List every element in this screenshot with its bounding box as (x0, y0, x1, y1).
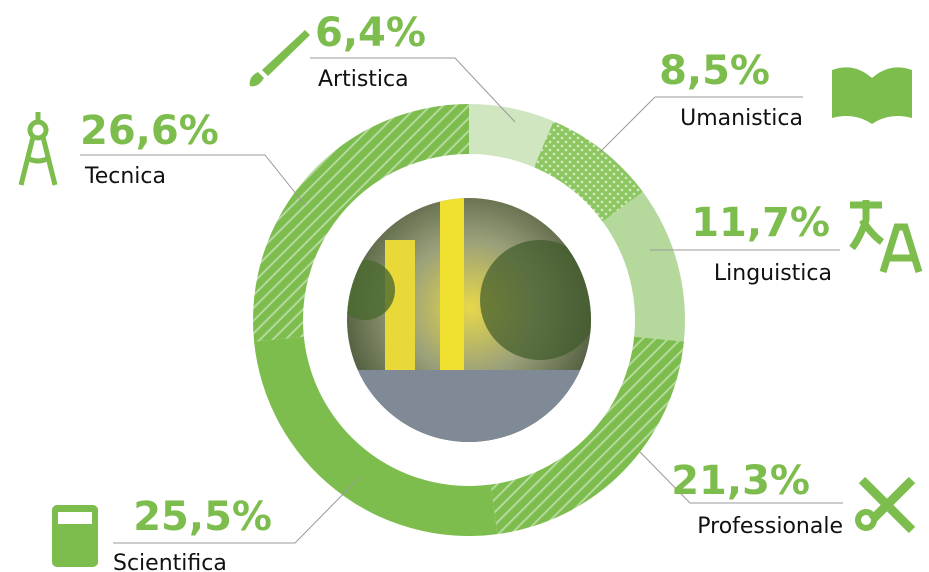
category-label: Tecnica (84, 164, 166, 189)
donut-segment (533, 121, 643, 222)
icons (18, 30, 923, 567)
category-label: Professionale (697, 514, 843, 539)
donut-segment (469, 104, 554, 168)
donut-segment (254, 336, 498, 536)
leader-line (639, 451, 843, 504)
category-label: Artistica (318, 67, 409, 92)
center-photo (347, 198, 591, 442)
value-label: 25,5% (133, 494, 272, 540)
value-label: 8,5% (659, 48, 770, 94)
value-label: 21,3% (671, 458, 810, 504)
category-label: Linguistica (714, 261, 832, 286)
donut-segment (252, 104, 469, 342)
value-label: 6,4% (315, 10, 426, 56)
category-label: Scientifica (113, 551, 227, 572)
category-label: Umanistica (680, 106, 803, 131)
leader-line (113, 476, 361, 544)
leader-line (80, 154, 306, 206)
donut-segment (490, 336, 684, 535)
donut-segment (602, 191, 685, 342)
value-label: 11,7% (691, 200, 830, 246)
leader-line (310, 57, 516, 123)
leader-line (599, 96, 803, 153)
value-label: 26,6% (80, 108, 219, 154)
